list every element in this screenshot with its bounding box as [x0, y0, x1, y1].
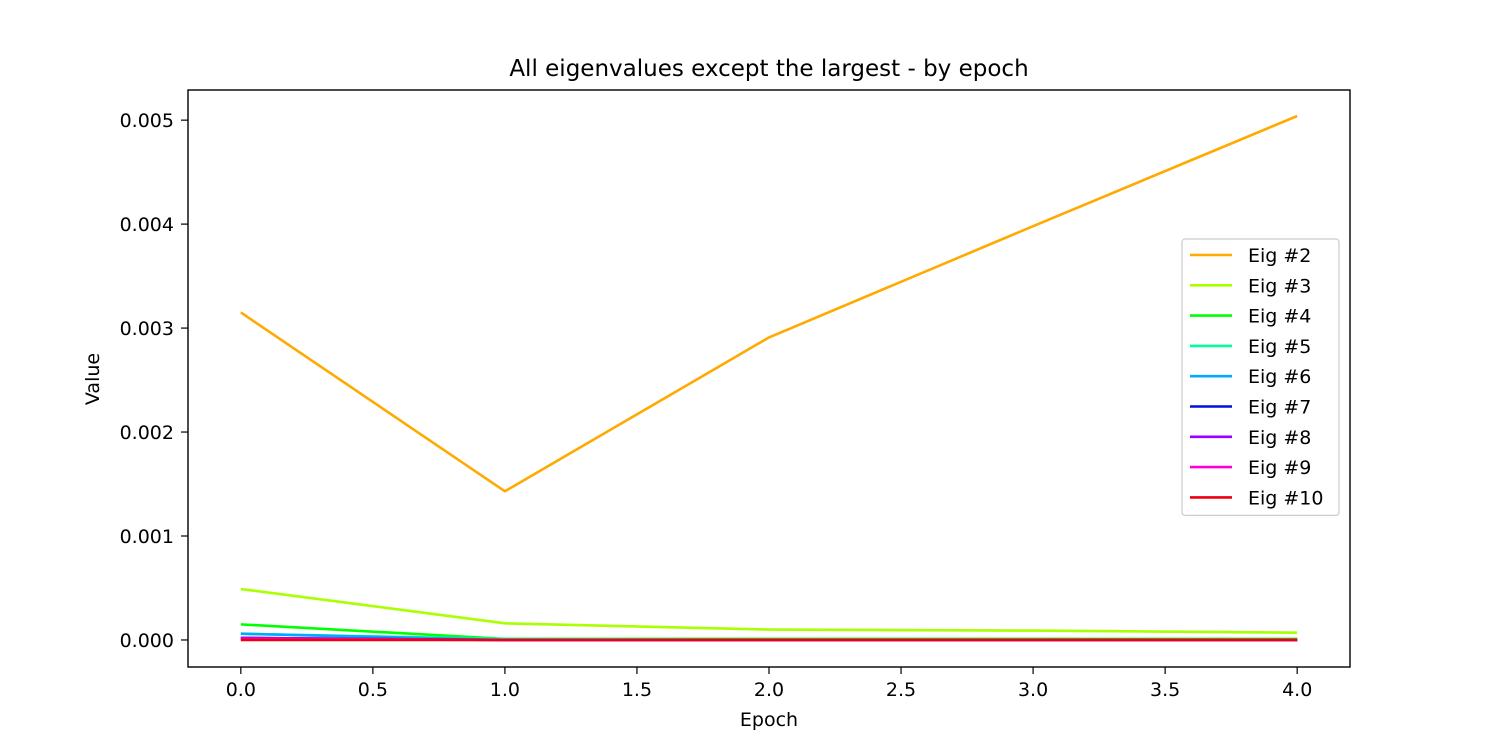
series-line-3	[240, 587, 1298, 634]
y-tick-label: 0.004	[120, 214, 174, 236]
legend-label: Eig #2	[1248, 245, 1311, 267]
legend-label: Eig #9	[1248, 457, 1311, 479]
x-tick-label: 1.5	[622, 679, 652, 701]
legend-label: Eig #10	[1248, 487, 1323, 509]
legend-label: Eig #3	[1248, 275, 1311, 297]
y-axis-label: Value	[82, 353, 104, 405]
chart-legend: Eig #2 Eig #3 Eig #4 Eig #5 Eig #6 Eig #7 Eig …	[1181, 238, 1340, 516]
y-tick-label: 0.005	[120, 110, 174, 132]
x-tick-label: 0.5	[358, 679, 388, 701]
x-axis-label: Epoch	[740, 709, 798, 731]
x-tick-label: 3.0	[1018, 679, 1048, 701]
x-tick-label: 4.0	[1282, 679, 1312, 701]
y-tick-label: 0.002	[120, 422, 174, 444]
legend-label: Eig #4	[1248, 306, 1311, 328]
y-tick-label: 0.001	[120, 526, 174, 548]
chart-title: All eigenvalues except the largest - by …	[509, 56, 1028, 82]
y-tick-label: 0.000	[120, 630, 174, 652]
x-tick-label: 2.0	[754, 679, 784, 701]
x-tick-label: 0.0	[226, 679, 256, 701]
plot-area: 0.0 0.5 1.0 1.5 2.0 2.5 3.0 3.5 4.0 0.000 0.001 0.0…	[120, 89, 1351, 701]
legend-label: Eig #8	[1248, 427, 1311, 449]
legend-label: Eig #6	[1248, 366, 1311, 388]
x-tick-label: 3.5	[1150, 679, 1180, 701]
x-tick-label: 2.5	[886, 679, 916, 701]
x-tick-label: 1.0	[490, 679, 520, 701]
plot-frame	[187, 89, 1351, 668]
legend-box	[1181, 238, 1340, 516]
y-tick-label: 0.003	[120, 318, 174, 340]
series-line-2	[240, 114, 1298, 493]
legend-label: Eig #7	[1248, 397, 1311, 419]
legend-label: Eig #5	[1248, 336, 1311, 358]
